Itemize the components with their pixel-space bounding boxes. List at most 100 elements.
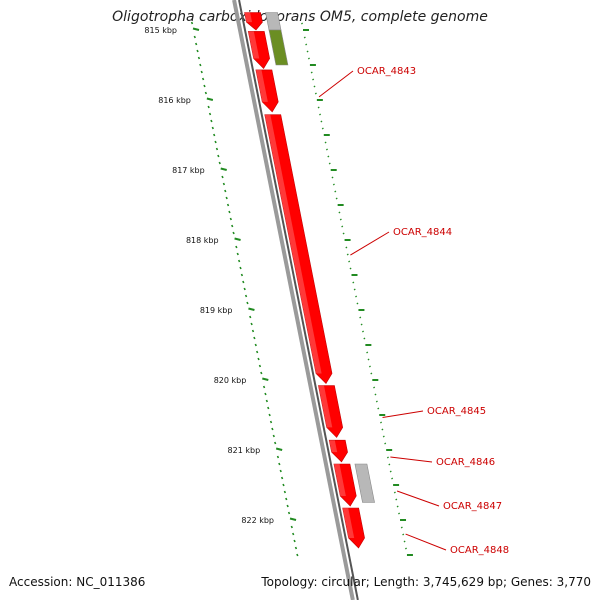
major-tick — [220, 167, 227, 171]
scale-tick — [382, 435, 385, 438]
tick-label: 815 kbp — [144, 26, 177, 35]
scale-tick — [393, 491, 396, 494]
minor-tick — [246, 301, 249, 305]
minor-tick — [214, 140, 217, 144]
genome-summary: Topology: circular; Length: 3,745,629 bp… — [261, 575, 591, 589]
gene-label: OCAR_4844 — [393, 227, 452, 238]
gene-leader-line — [390, 456, 433, 463]
minor-tick — [257, 357, 260, 361]
minor-tick — [265, 399, 269, 403]
minor-tick — [283, 490, 287, 494]
scale-tick — [398, 512, 401, 515]
minor-tick — [224, 189, 227, 193]
gene-highlight — [333, 464, 346, 496]
gene-label: OCAR_4843 — [357, 66, 416, 77]
minor-tick — [226, 203, 230, 207]
minor-tick — [251, 329, 255, 333]
minor-tick — [204, 91, 208, 95]
minor-tick — [249, 315, 252, 319]
minor-tick — [269, 420, 273, 424]
scale-tick — [360, 323, 363, 326]
scale-tick — [312, 78, 315, 81]
scale-tick — [359, 316, 362, 319]
tick-label: 821 kbp — [228, 446, 261, 455]
scale-tick — [303, 36, 306, 39]
gene-label-layer: OCAR_4843 OCAR_4844 OCAR_4845 OCAR_4846 OCAR… — [318, 66, 509, 556]
scale-tick — [325, 148, 328, 151]
minor-tick — [272, 434, 275, 438]
scale-tick — [339, 218, 342, 221]
minor-tick — [231, 224, 234, 228]
scale-tick — [379, 421, 383, 424]
minor-tick — [197, 56, 201, 60]
feature-layer — [244, 12, 375, 549]
backbone-layer — [232, 0, 359, 600]
gene-highlight — [244, 12, 253, 23]
tick-label: 816 kbp — [158, 96, 191, 105]
scale-tick — [352, 281, 355, 284]
minor-tick — [287, 511, 291, 515]
scale-tick — [396, 505, 399, 508]
minor-tick — [218, 161, 221, 165]
minor-tick — [211, 126, 214, 130]
scale-tick — [317, 106, 320, 109]
minor-tick — [250, 322, 253, 326]
major-tick — [289, 517, 297, 521]
gene-leader-line — [318, 70, 354, 98]
minor-tick — [196, 49, 199, 53]
minor-tick — [237, 259, 241, 263]
minor-tick — [207, 105, 210, 109]
feature-rna — [268, 29, 289, 66]
gene-highlight — [264, 114, 322, 374]
scale-tick — [327, 155, 330, 158]
scale-tick — [403, 540, 406, 543]
minor-tick — [292, 532, 295, 536]
tick-label: 822 kbp — [241, 516, 274, 525]
scale-tick — [368, 365, 371, 368]
minor-tick — [293, 539, 296, 543]
scale-tick — [341, 225, 344, 228]
minor-tick — [279, 469, 282, 473]
scale-tick — [321, 127, 324, 130]
minor-tick — [213, 133, 216, 137]
minor-tick — [208, 112, 212, 116]
major-tick — [206, 97, 214, 101]
scale-tick — [342, 232, 345, 235]
scale-tick — [305, 43, 308, 46]
scale-tick — [345, 246, 348, 249]
scale-tick — [389, 470, 392, 473]
minor-tick — [253, 336, 256, 340]
feature-other — [354, 463, 375, 503]
minor-tick — [254, 343, 257, 347]
tick-label: 818 kbp — [186, 236, 219, 245]
minor-tick — [201, 77, 205, 81]
scale-tick — [334, 190, 337, 193]
feature-other — [265, 12, 282, 31]
minor-tick — [239, 266, 242, 270]
scale-tick — [374, 393, 377, 396]
minor-tick — [290, 525, 293, 529]
scale-tick — [338, 211, 341, 214]
scale-tick — [361, 330, 365, 333]
minor-tick — [242, 280, 245, 284]
scale-tick — [404, 547, 407, 550]
minor-tick — [278, 462, 281, 466]
minor-tick — [258, 364, 262, 368]
gene-label: OCAR_4846 — [436, 457, 495, 468]
minor-tick — [232, 231, 235, 235]
tick-label: 819 kbp — [200, 306, 233, 315]
scale-tick — [328, 162, 331, 165]
gene-leader-line — [350, 231, 390, 256]
minor-tick — [235, 245, 238, 249]
scale-tick — [349, 267, 352, 270]
scale-tick — [355, 295, 358, 298]
scale-tick — [373, 386, 376, 389]
major-tick — [275, 447, 283, 451]
backbone-line — [238, 0, 359, 600]
minor-tick — [244, 294, 248, 298]
scale-tick — [377, 407, 380, 410]
minor-tick — [221, 175, 224, 179]
gene-highlight — [342, 508, 355, 538]
gene-label: OCAR_4847 — [443, 501, 502, 512]
